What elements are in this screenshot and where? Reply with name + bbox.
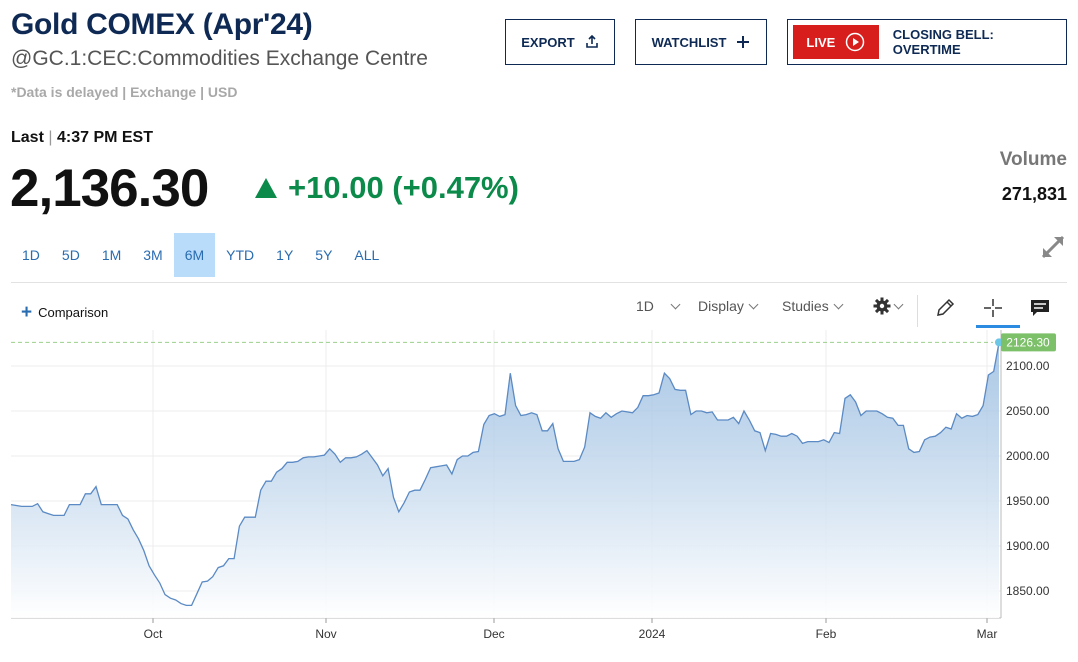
range-3m[interactable]: 3M (143, 247, 163, 263)
range-selector: 1D 5D 1M 3M 6M YTD 1Y 5Y ALL (11, 233, 390, 277)
data-delayed-note: *Data is delayed | Exchange | USD (11, 84, 238, 100)
range-5d[interactable]: 5D (61, 247, 80, 263)
range-6m[interactable]: 6M (173, 233, 216, 277)
range-5y[interactable]: 5Y (315, 247, 333, 263)
last-trade-label: Last | 4:37 PM EST (11, 129, 153, 147)
x-tick-label: Oct (144, 627, 163, 641)
range-1m[interactable]: 1M (101, 247, 122, 263)
comparison-button[interactable]: + Comparison (21, 303, 108, 322)
x-tick-label: Mar (977, 627, 998, 641)
volume-value: 271,831 (1001, 184, 1067, 204)
comparison-label: Comparison (38, 305, 109, 320)
export-button[interactable]: EXPORT (505, 19, 615, 65)
up-triangle-icon (254, 177, 278, 199)
change-value: +10.00 (+0.47%) (288, 170, 519, 205)
export-label: EXPORT (521, 34, 575, 50)
y-tick-label: 2050.00 (1006, 404, 1050, 418)
price-line (10, 342, 1000, 607)
toolbar-separator (917, 295, 918, 327)
gear-icon (873, 297, 891, 315)
y-tick-label: 1900.00 (1006, 539, 1050, 553)
chevron-down-icon (748, 299, 759, 309)
y-tick-label: 1950.00 (1006, 494, 1050, 508)
active-tool-indicator (976, 325, 1020, 328)
y-tick-label: 1850.00 (1006, 584, 1050, 598)
last-time: 4:37 PM EST (56, 129, 153, 146)
volume-label: Volume (999, 149, 1067, 170)
settings-dropdown[interactable] (873, 297, 904, 315)
display-dropdown[interactable]: Display (698, 298, 759, 314)
watchlist-button[interactable]: WATCHLIST (635, 19, 767, 65)
studies-label: Studies (782, 298, 829, 314)
page-title: Gold COMEX (Apr'24) (11, 8, 313, 41)
x-tick-label: Nov (315, 627, 336, 641)
last-label: Last (11, 129, 44, 146)
live-tv-button[interactable]: LIVE CLOSING BELL: OVERTIME (787, 19, 1067, 65)
range-1y[interactable]: 1Y (276, 247, 294, 263)
play-icon (845, 32, 865, 52)
x-tick-label: Feb (816, 627, 837, 641)
chevron-down-icon (893, 299, 904, 309)
x-tick-label: 2024 (639, 627, 666, 641)
pencil-icon[interactable] (932, 296, 958, 320)
x-tick-label: Dec (483, 627, 504, 641)
range-1d[interactable]: 1D (22, 247, 40, 263)
price-change: +10.00 (+0.47%) (254, 170, 519, 206)
watchlist-label: WATCHLIST (651, 34, 727, 50)
plus-icon: + (21, 302, 33, 323)
interval-label: 1D (636, 298, 654, 314)
last-price-badge-label: 2126.30 (1006, 335, 1050, 349)
interval-dropdown[interactable]: 1D (636, 298, 681, 314)
display-label: Display (698, 298, 744, 314)
chevron-down-icon (670, 299, 681, 309)
price-chart[interactable]: 1850.00 1900.00 1950.00 2000.00 2050.00 2100.… (0, 330, 1078, 662)
expand-icon[interactable] (1039, 233, 1067, 261)
studies-dropdown[interactable]: Studies (782, 298, 844, 314)
live-badge: LIVE (793, 25, 879, 59)
plus-icon (736, 35, 750, 49)
live-label: LIVE (806, 34, 836, 50)
divider (11, 282, 1067, 283)
y-tick-label: 2100.00 (1006, 359, 1050, 373)
live-show-title: CLOSING BELL: OVERTIME (892, 27, 994, 57)
range-all[interactable]: ALL (354, 247, 380, 263)
share-icon (585, 35, 599, 49)
y-tick-label: 2000.00 (1006, 449, 1050, 463)
instrument-subtitle: @GC.1:CEC:Commodities Exchange Centre (11, 47, 428, 70)
last-price-badge (1001, 333, 1056, 352)
price-area (11, 342, 999, 618)
separator: | (48, 129, 57, 146)
crosshair-icon[interactable] (980, 296, 1006, 320)
last-price: 2,136.30 (10, 159, 209, 218)
chevron-down-icon (833, 299, 844, 309)
range-ytd[interactable]: YTD (226, 247, 255, 263)
comment-icon[interactable] (1027, 296, 1053, 320)
